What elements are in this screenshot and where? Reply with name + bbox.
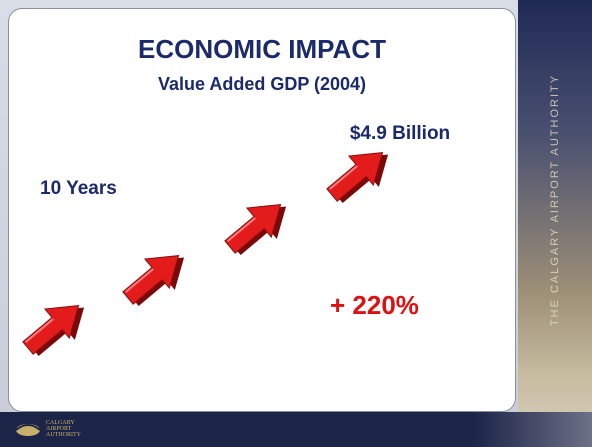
slide: THE CALGARY AIRPORT AUTHORITY ECONOMIC I… <box>0 0 592 447</box>
logo-icon <box>16 424 40 436</box>
arrow <box>218 188 298 265</box>
period-label: 10 Years <box>40 178 117 200</box>
logo-line: AUTHORITY <box>46 432 81 438</box>
decorations <box>0 0 592 447</box>
title: ECONOMIC IMPACT <box>138 34 386 65</box>
growth-label: + 220% <box>330 290 419 321</box>
amount-label: $4.9 Billion <box>350 123 450 145</box>
arrow <box>16 289 96 366</box>
arrow <box>116 239 196 316</box>
arrow <box>320 136 400 213</box>
subtitle: Value Added GDP (2004) <box>158 74 366 95</box>
